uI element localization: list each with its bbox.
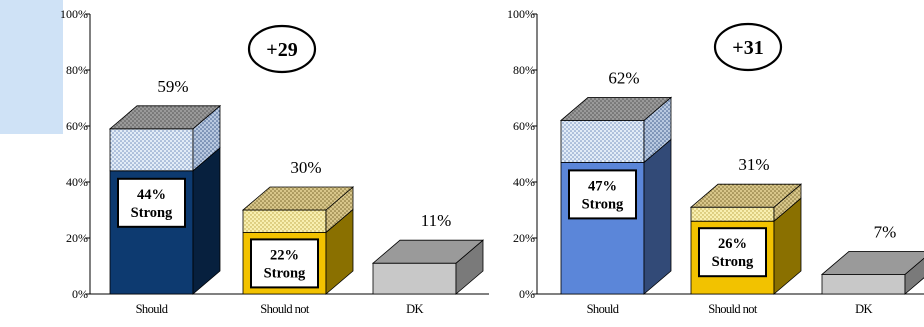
y-tick-label: 40% — [513, 175, 535, 189]
strong-word-label: Strong — [582, 196, 624, 212]
bar-front — [821, 273, 906, 295]
y-tick-label: 80% — [513, 63, 535, 77]
bar-value-label: 7% — [874, 222, 897, 241]
bar-top-face — [689, 183, 803, 208]
bar-top-face — [108, 105, 222, 130]
strong-word-label: Strong — [264, 265, 306, 281]
bar-value-label: 62% — [608, 68, 639, 87]
x-category-label: Should — [136, 302, 169, 316]
y-tick-label: 60% — [513, 119, 535, 133]
x-category-label: Should not — [260, 302, 310, 316]
strong-pct-label: 47% — [588, 178, 617, 194]
y-tick-label: 0% — [72, 287, 88, 301]
y-tick-label: 60% — [66, 119, 88, 133]
net-difference-label: +29 — [266, 39, 297, 61]
bar-dk: 11% — [371, 211, 485, 295]
net-difference-badge — [713, 22, 783, 72]
strong-label-box — [698, 227, 767, 278]
bar-dk: 7% — [820, 222, 924, 295]
bar-front — [372, 262, 457, 295]
y-tick-label: 20% — [66, 231, 88, 245]
bar-value-label: 30% — [290, 158, 321, 177]
strong-label-box — [250, 238, 319, 289]
bar-soft-segment — [109, 128, 194, 172]
y-tick-label: 100% — [507, 7, 535, 21]
bar-top-face — [820, 250, 924, 275]
chart-2: 0% 20% 40% 60% 80% 100% 62% 47% Strong Should 31% 2… — [507, 7, 924, 316]
bar-side-strong — [643, 138, 672, 295]
x-category-label: Should not — [708, 302, 758, 316]
bar-top-face — [371, 239, 485, 264]
strong-pct-label: 22% — [270, 247, 299, 263]
bar-top-face — [241, 186, 355, 211]
strong-pct-label: 26% — [718, 236, 747, 252]
bar-should-not: 30% 22% Strong — [241, 158, 355, 295]
bar-should: 62% 47% Strong — [559, 68, 673, 295]
strong-pct-label: 44% — [137, 187, 166, 203]
strong-label-box — [568, 169, 637, 220]
bar-side — [904, 257, 924, 295]
bar-soft-segment — [690, 206, 775, 222]
strong-word-label: Strong — [712, 254, 754, 270]
strong-word-label: Strong — [131, 205, 173, 221]
x-category-label: Should — [587, 302, 620, 316]
strong-label-box — [117, 177, 186, 228]
y-tick-label: 80% — [66, 63, 88, 77]
bar-value-label: 31% — [738, 155, 769, 174]
bar-side-strong — [192, 146, 221, 295]
y-tick-label: 20% — [513, 231, 535, 245]
bar-value-label: 11% — [421, 211, 452, 230]
bar-soft-segment — [242, 209, 327, 233]
y-tick-label: 40% — [66, 175, 88, 189]
bar-value-label: 59% — [157, 77, 188, 96]
x-category-label: DK — [406, 302, 423, 316]
chart-1: 0% 20% 40% 60% 80% 100% 59% 44% Strong Should 30% 2… — [60, 7, 489, 316]
accent-panel — [0, 0, 63, 134]
bar-should: 59% 44% Strong — [108, 77, 222, 295]
bar-should-not: 31% 26% Strong — [689, 155, 803, 295]
x-category-label: DK — [855, 302, 872, 316]
net-difference-label: +31 — [732, 37, 763, 59]
bar-top-face — [559, 97, 673, 121]
y-tick-label: 100% — [60, 7, 88, 21]
y-tick-label: 0% — [519, 287, 535, 301]
bar-soft-segment — [560, 120, 645, 163]
net-difference-badge — [247, 24, 317, 74]
